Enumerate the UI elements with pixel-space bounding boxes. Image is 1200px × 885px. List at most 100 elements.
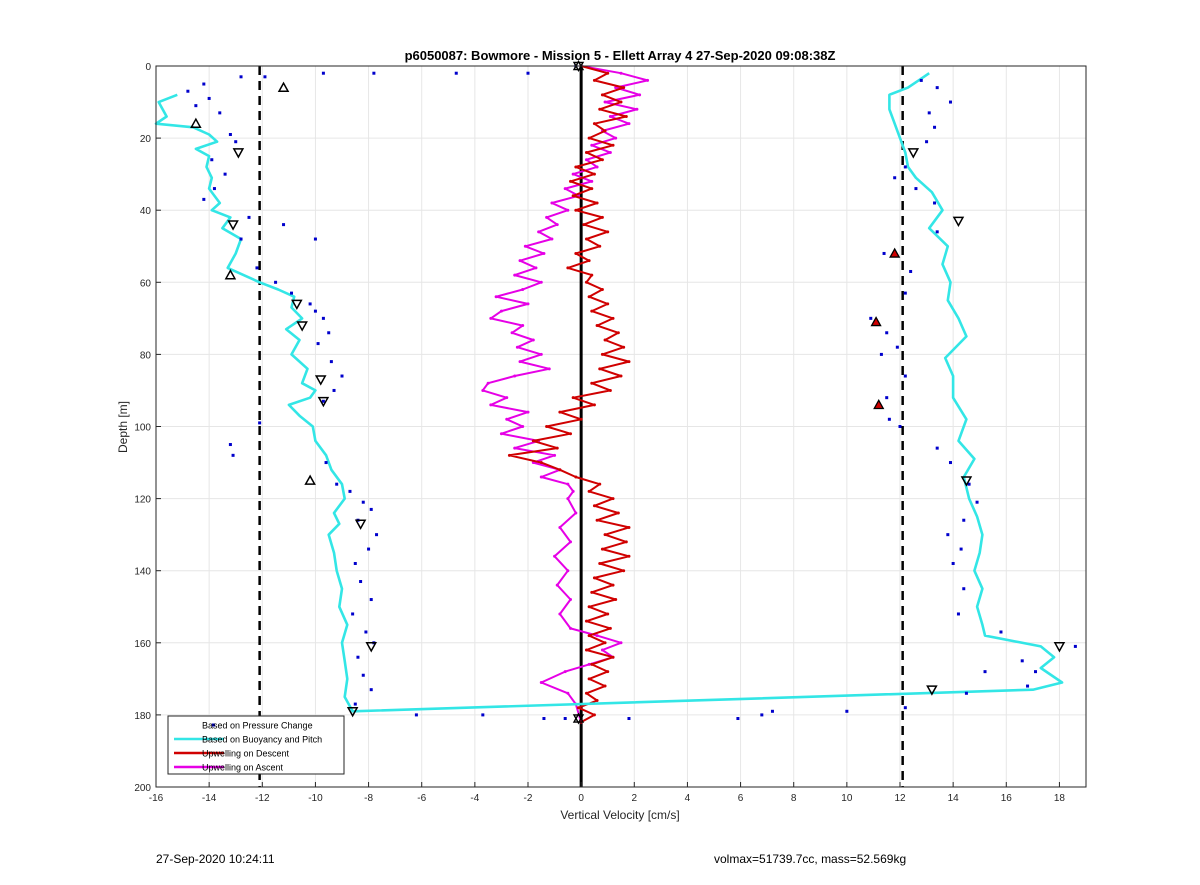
upwelling-on-descent-point bbox=[598, 244, 602, 248]
pressure-change-point bbox=[234, 140, 238, 144]
pressure-change-point bbox=[223, 172, 227, 176]
down-triangle-marker bbox=[346, 706, 359, 718]
upwelling-on-descent-point bbox=[598, 107, 602, 111]
upwelling-on-descent-point bbox=[598, 367, 602, 371]
y-tick-label: 20 bbox=[140, 134, 152, 145]
pressure-change-point bbox=[481, 713, 485, 717]
upwelling-on-descent-point bbox=[600, 288, 604, 292]
chart-title: p6050087: Bowmore - Mission 5 - Ellett A… bbox=[405, 48, 836, 63]
pressure-change-point bbox=[375, 533, 379, 537]
upwelling-on-descent-point bbox=[592, 122, 596, 126]
upwelling-on-descent-point bbox=[571, 194, 575, 198]
pressure-change-point bbox=[359, 580, 363, 584]
upwelling-on-descent-point bbox=[590, 273, 594, 277]
x-tick-label: -8 bbox=[364, 793, 373, 804]
pressure-change-point bbox=[239, 75, 243, 79]
pressure-change-point bbox=[948, 461, 952, 465]
pressure-change-point bbox=[845, 709, 849, 713]
pressure-change-point bbox=[946, 533, 950, 537]
pressure-change-point bbox=[956, 612, 960, 616]
down-triangle-marker bbox=[952, 216, 965, 228]
upwelling-on-ascent-point bbox=[566, 691, 570, 695]
pressure-change-point bbox=[212, 187, 216, 191]
upwelling-on-descent-point bbox=[507, 453, 511, 457]
pressure-change-point bbox=[247, 215, 251, 219]
upwelling-on-ascent-point bbox=[510, 331, 514, 335]
upwelling-on-descent-point bbox=[555, 446, 559, 450]
down-triangle-marker bbox=[227, 220, 239, 231]
pressure-change-point bbox=[962, 587, 966, 591]
upwelling-on-descent-point bbox=[611, 316, 615, 320]
pressure-change-point bbox=[258, 421, 262, 425]
upwelling-on-descent-point bbox=[584, 151, 588, 155]
upwelling-on-descent-point bbox=[590, 662, 594, 666]
filled-triangle-marker bbox=[870, 316, 882, 327]
upwelling-on-descent-point bbox=[603, 533, 607, 537]
pressure-change-point bbox=[228, 443, 232, 447]
y-tick-label: 100 bbox=[134, 423, 151, 434]
pressure-change-point bbox=[975, 500, 979, 504]
pressure-change-point bbox=[454, 71, 458, 75]
upwelling-on-ascent-point bbox=[603, 100, 607, 104]
up-triangle-marker bbox=[190, 117, 202, 129]
upwelling-on-ascent-point bbox=[537, 230, 541, 234]
upwelling-on-ascent-point bbox=[571, 172, 575, 176]
upwelling-on-ascent-point bbox=[521, 324, 525, 328]
pressure-change-point bbox=[933, 201, 937, 205]
upwelling-on-ascent-point bbox=[566, 482, 570, 486]
pressure-change-point bbox=[914, 187, 918, 191]
x-tick-label: 0 bbox=[578, 793, 584, 804]
upwelling-on-ascent-point bbox=[542, 251, 546, 255]
upwelling-on-ascent-point bbox=[595, 165, 599, 169]
pressure-change-point bbox=[202, 197, 206, 201]
upwelling-on-descent-point bbox=[606, 71, 610, 75]
pressure-change-point bbox=[210, 158, 214, 162]
upwelling-on-ascent-point bbox=[494, 295, 498, 299]
upwelling-on-descent-point bbox=[587, 259, 591, 263]
down-triangle-marker bbox=[314, 375, 327, 386]
upwelling-on-descent-point bbox=[603, 684, 607, 688]
pressure-change-point bbox=[348, 489, 352, 493]
upwelling-on-ascent-point bbox=[627, 122, 631, 126]
upwelling-on-ascent-point bbox=[513, 446, 517, 450]
upwelling-on-descent-point bbox=[566, 266, 570, 270]
upwelling-on-ascent-point bbox=[600, 648, 604, 652]
upwelling-on-descent-point bbox=[622, 86, 626, 90]
pressure-change-point bbox=[361, 673, 365, 677]
pressure-change-point bbox=[321, 316, 325, 320]
upwelling-on-ascent-point bbox=[563, 187, 567, 191]
down-triangle-marker bbox=[907, 148, 920, 159]
upwelling-on-ascent-point bbox=[521, 425, 525, 428]
pressure-change-point bbox=[324, 461, 328, 465]
pressure-change-point bbox=[887, 417, 891, 421]
down-triangle-marker bbox=[291, 299, 303, 310]
pressure-change-point bbox=[367, 547, 371, 551]
upwelling-on-ascent-point bbox=[553, 554, 557, 558]
y-tick-label: 120 bbox=[134, 495, 151, 506]
pressure-change-point bbox=[542, 717, 546, 721]
upwelling-on-ascent-point bbox=[526, 410, 530, 414]
upwelling-on-descent-point bbox=[582, 223, 586, 227]
upwelling-on-descent-point bbox=[595, 518, 599, 522]
upwelling-on-descent-point bbox=[622, 569, 626, 573]
pressure-change-point bbox=[627, 717, 631, 721]
upwelling-on-ascent-point bbox=[619, 71, 623, 75]
x-tick-label: 14 bbox=[948, 793, 960, 804]
down-triangle-marker bbox=[296, 321, 308, 332]
upwelling-on-ascent-point bbox=[539, 680, 543, 684]
pressure-change-point bbox=[274, 280, 278, 284]
pressure-change-point bbox=[935, 230, 939, 234]
pressure-change-point bbox=[369, 507, 373, 511]
upwelling-on-descent-point bbox=[611, 655, 615, 659]
pressure-change-point bbox=[903, 291, 907, 295]
up-triangle-marker bbox=[277, 81, 290, 92]
y-tick-label: 160 bbox=[134, 639, 151, 650]
upwelling-on-descent-point bbox=[592, 403, 596, 407]
pressure-change-point bbox=[935, 86, 939, 90]
upwelling-on-ascent-point bbox=[590, 143, 594, 147]
upwelling-on-descent-point bbox=[627, 554, 631, 558]
pressure-change-point bbox=[308, 302, 312, 306]
pressure-change-point bbox=[369, 598, 373, 602]
pressure-change-point bbox=[321, 71, 325, 75]
upwelling-on-descent-point bbox=[574, 475, 578, 479]
